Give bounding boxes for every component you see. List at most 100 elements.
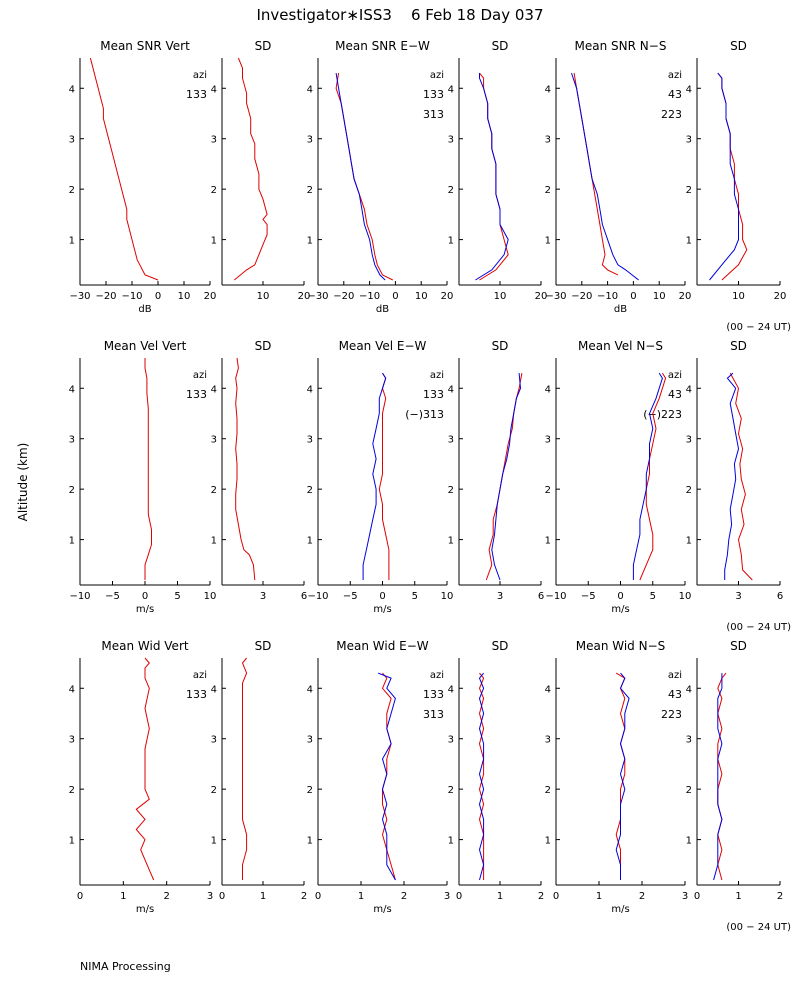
series-line-red (479, 72, 509, 281)
x-tick-label: 0 (219, 891, 225, 902)
y-tick-label: 3 (448, 135, 454, 146)
y-tick-label: 4 (448, 84, 454, 95)
y-tick-label: 1 (69, 236, 75, 247)
panel-title: SD (730, 339, 747, 353)
y-tick-label: 4 (69, 684, 75, 695)
y-tick-label: 4 (545, 384, 551, 395)
panel: SD 1 2 3 4 0 1 2 (211, 639, 308, 902)
y-tick-label: 2 (545, 785, 551, 796)
x-tick-label: −20 (571, 291, 592, 302)
y-tick-label: 1 (69, 836, 75, 847)
legend-header: azi (430, 370, 444, 381)
x-tick-label: 2 (163, 891, 169, 902)
series-line-red (335, 73, 394, 281)
series-line-blue (491, 373, 522, 581)
legend-entry: 313 (423, 108, 444, 121)
panel: Mean Vel E−W 1 2 3 4 −10 −5 0 5 10 m/s azi 133 (−)313 (307, 339, 454, 615)
series-line-red (381, 672, 396, 881)
x-tick-label: 3 (260, 591, 266, 602)
x-tick-label: −30 (307, 291, 328, 302)
legend-header: azi (193, 370, 207, 381)
y-tick-label: 3 (307, 135, 313, 146)
x-tick-label: −30 (545, 291, 566, 302)
x-axis-unit: dB (376, 304, 389, 315)
y-tick-label: 2 (307, 485, 313, 496)
y-tick-label: 3 (211, 735, 217, 746)
x-tick-label: 10 (415, 291, 428, 302)
x-tick-label: 20 (204, 291, 217, 302)
y-tick-label: 2 (211, 485, 217, 496)
x-tick-label: −5 (581, 591, 596, 602)
series-line-blue (713, 673, 723, 881)
series-line-red (729, 372, 753, 581)
legend-entry: (−)223 (643, 408, 682, 421)
series-line-red (639, 372, 667, 581)
time-range-row-3: (00 − 24 UT) (726, 922, 791, 933)
y-tick-label: 2 (545, 485, 551, 496)
x-tick-label: 2 (301, 891, 307, 902)
x-tick-label: 10 (257, 291, 270, 302)
legend-header: azi (193, 70, 207, 81)
series-line-blue (475, 73, 509, 281)
x-tick-label: 3 (682, 891, 688, 902)
y-tick-label: 4 (545, 84, 551, 95)
y-tick-label: 4 (69, 84, 75, 95)
y-tick-label: 3 (448, 735, 454, 746)
x-tick-label: 1 (260, 891, 266, 902)
x-tick-label: 20 (774, 291, 787, 302)
y-tick-label: 2 (211, 185, 217, 196)
x-tick-label: −10 (121, 291, 142, 302)
x-tick-label: 3 (497, 591, 503, 602)
y-tick-label: 1 (545, 536, 551, 547)
panel-title: SD (255, 339, 272, 353)
x-tick-label: 0 (694, 891, 700, 902)
x-tick-label: −10 (69, 591, 90, 602)
y-tick-label: 2 (448, 185, 454, 196)
x-axis-unit: m/s (136, 604, 154, 615)
x-tick-label: 5 (412, 591, 418, 602)
y-tick-label: 2 (307, 785, 313, 796)
panel-title: SD (492, 339, 509, 353)
y-tick-label: 3 (69, 135, 75, 146)
x-tick-label: 3 (207, 891, 213, 902)
x-tick-label: 20 (298, 291, 311, 302)
x-tick-label: 0 (315, 891, 321, 902)
y-tick-label: 1 (686, 836, 692, 847)
y-tick-label: 2 (69, 785, 75, 796)
figure-title: Investigator∗ISS3 6 Feb 18 Day 037 (257, 6, 544, 24)
x-tick-label: −10 (597, 291, 618, 302)
y-tick-label: 1 (448, 536, 454, 547)
x-tick-label: 10 (178, 291, 191, 302)
x-tick-label: 0 (379, 591, 385, 602)
time-range-row-1: (00 − 24 UT) (726, 322, 791, 333)
series-line-blue (378, 672, 396, 881)
x-tick-label: 10 (204, 591, 217, 602)
x-tick-label: 6 (777, 591, 783, 602)
panel-title: SD (492, 39, 509, 53)
x-axis-unit: dB (614, 304, 627, 315)
y-tick-label: 2 (686, 185, 692, 196)
x-tick-label: 20 (679, 291, 692, 302)
y-tick-label: 4 (545, 684, 551, 695)
y-tick-label: 3 (307, 735, 313, 746)
panel: Mean Wid Vert 1 2 3 4 0 1 2 3 m/s azi 133 (69, 639, 214, 915)
panel-title: Mean Wid Vert (101, 639, 188, 653)
panel-title: Mean Vel E−W (339, 339, 427, 353)
x-tick-label: −20 (95, 291, 116, 302)
legend-entry: (−)313 (405, 408, 444, 421)
legend-entry: 313 (423, 708, 444, 721)
y-tick-label: 4 (69, 384, 75, 395)
x-tick-label: −5 (105, 591, 120, 602)
panel: SD 1 2 3 4 10 20 (448, 39, 548, 302)
y-tick-label: 4 (307, 84, 313, 95)
y-tick-label: 1 (307, 236, 313, 247)
x-tick-label: 0 (456, 891, 462, 902)
panel: SD 1 2 3 4 10 20 (211, 39, 311, 302)
y-tick-label: 3 (545, 435, 551, 446)
x-tick-label: −20 (333, 291, 354, 302)
x-tick-label: 10 (679, 591, 692, 602)
x-tick-label: 0 (553, 891, 559, 902)
